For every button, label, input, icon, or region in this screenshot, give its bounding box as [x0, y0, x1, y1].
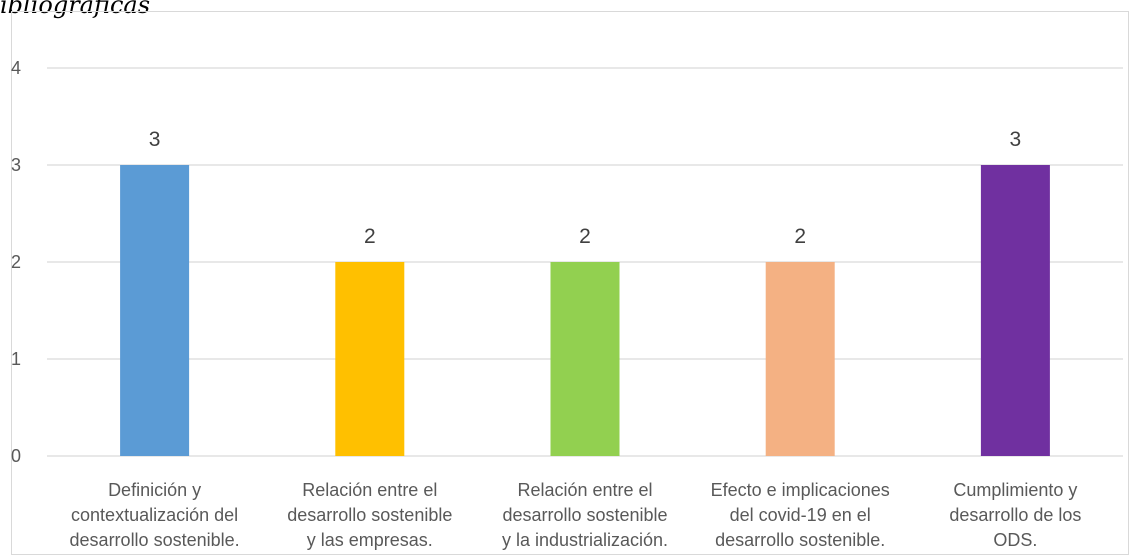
- category-label-line: y la industrialización.: [502, 530, 668, 550]
- chart-frame: [11, 11, 1129, 555]
- category-label-line: Relación entre el: [302, 480, 437, 500]
- data-label: 2: [579, 225, 591, 248]
- category-label-line: desarrollo sostenible.: [715, 530, 885, 550]
- bar: [765, 262, 835, 456]
- category-label-line: y las empresas.: [307, 530, 433, 550]
- category-label: Definición y contextualización del desarro…: [70, 480, 240, 550]
- y-tick-label: 1: [11, 349, 21, 369]
- y-tick-label: 0: [11, 446, 21, 466]
- y-tick-label: 2: [11, 252, 21, 272]
- category-label-line: desarrollo sostenible.: [70, 530, 240, 550]
- category-label-line: desarrollo sostenible: [502, 505, 667, 525]
- data-label: 2: [794, 225, 806, 248]
- data-labels: 3 2 2 2 3: [149, 128, 1021, 248]
- category-label-line: ODS.: [993, 530, 1037, 550]
- category-label: Efecto e implicaciones del covid-19 en el…: [711, 480, 890, 550]
- data-label: 3: [1010, 128, 1022, 151]
- category-label: Relación entre el desarrollo sostenible y …: [287, 480, 452, 550]
- category-label-line: del covid-19 en el: [730, 505, 871, 525]
- category-label: Cumplimiento y desarrollo de los ODS.: [949, 480, 1081, 550]
- category-label-line: desarrollo sostenible: [287, 505, 452, 525]
- bar: [335, 262, 405, 456]
- category-label-line: contextualización del: [71, 505, 238, 525]
- data-label: 2: [364, 225, 376, 248]
- category-label-line: Definición y: [108, 480, 201, 500]
- category-label-line: desarrollo de los: [949, 505, 1081, 525]
- chart-heading-fragment: ibliograficas: [0, 0, 151, 19]
- category-label-line: Efecto e implicaciones: [711, 480, 890, 500]
- category-label-line: Relación entre el: [517, 480, 652, 500]
- bar: [550, 262, 620, 456]
- bar: [120, 165, 190, 456]
- y-axis-ticks: 0 1 2 3 4: [11, 58, 21, 466]
- bar: [980, 165, 1050, 456]
- category-labels: Definición y contextualización del desarro…: [70, 480, 1082, 550]
- category-label-line: Cumplimiento y: [953, 480, 1077, 500]
- y-tick-label: 4: [11, 58, 21, 78]
- y-tick-label: 3: [11, 155, 21, 175]
- data-label: 3: [149, 128, 161, 151]
- category-label: Relación entre el desarrollo sostenible y …: [502, 480, 668, 550]
- bars: [120, 165, 1050, 456]
